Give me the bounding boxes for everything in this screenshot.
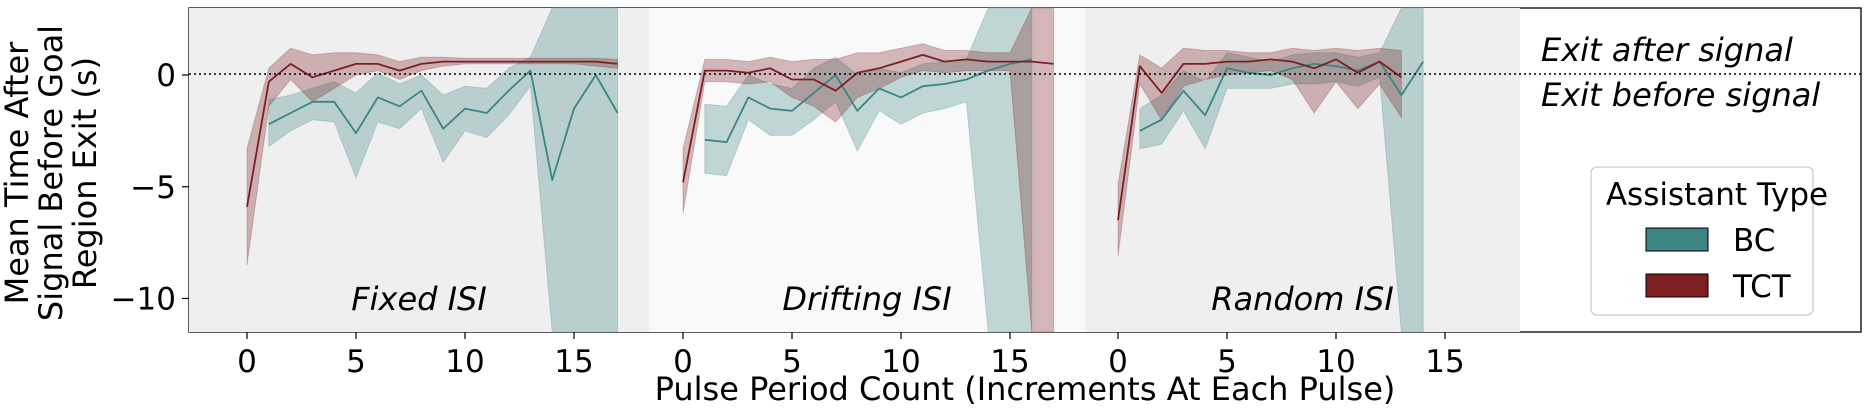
confidence-band-bc <box>1139 7 1424 333</box>
x-tick-label: 0 <box>673 344 693 380</box>
series-line-tct <box>246 60 618 208</box>
x-tick-label: 10 <box>1316 344 1355 380</box>
x-tick-label: 10 <box>881 344 920 380</box>
panel-background <box>1085 8 1520 332</box>
y-axis-ticks: 0 −5 −10 <box>111 58 189 317</box>
y-tick-label: −10 <box>111 281 176 317</box>
panel-label: Drifting ISI <box>782 280 951 318</box>
series-line-bc <box>704 58 1032 144</box>
x-tick-label: 0 <box>237 344 257 380</box>
confidence-band-bc <box>268 7 619 333</box>
legend-swatch-bc <box>1645 227 1709 252</box>
x-tick-label: 15 <box>554 344 593 380</box>
legend-label-bc: BC <box>1733 223 1775 259</box>
x-tick-label: 0 <box>1108 344 1128 380</box>
x-tick-label: 15 <box>1425 344 1464 380</box>
y-axis-label-line-1: Mean Time After <box>0 41 36 305</box>
panel-label: Random ISI <box>1211 280 1394 318</box>
confidence-band-tct <box>682 7 1055 333</box>
confidence-band-tct <box>1117 47 1402 257</box>
legend-swatch-tct <box>1645 273 1709 298</box>
panel-backgrounds <box>189 8 1520 332</box>
y-tick-label: −5 <box>130 170 176 206</box>
confidence-band-bc <box>704 7 1033 333</box>
legend-label-tct: TCT <box>1732 269 1792 305</box>
annotation-above: Exit after signal <box>1541 31 1793 69</box>
legend-title: Assistant Type <box>1606 177 1828 213</box>
series-line-bc <box>268 69 619 182</box>
x-axis-ticks: 0 5 10 15 0 5 10 15 0 5 10 15 <box>237 332 1465 380</box>
x-tick-label: 15 <box>990 344 1029 380</box>
series-line-tct <box>1117 58 1402 221</box>
y-axis-label-line-3: Region Exit (s) <box>66 57 104 289</box>
x-tick-label: 5 <box>782 344 802 380</box>
x-axis-label: Pulse Period Count (Increments At Each P… <box>655 370 1396 408</box>
annotation-below: Exit before signal <box>1541 76 1820 114</box>
x-tick-label: 5 <box>1217 344 1237 380</box>
panel-label: Fixed ISI <box>351 280 487 318</box>
series-lines <box>246 54 1424 221</box>
panel-labels: Fixed ISI Drifting ISI Random ISI <box>351 280 1394 318</box>
series-line-tct <box>682 54 1054 183</box>
y-tick-label: 0 <box>156 58 176 94</box>
legend: Assistant Type BC TCT <box>1590 166 1828 316</box>
y-axis-label-line-2: Signal Before Goal <box>32 25 70 321</box>
x-tick-label: 5 <box>346 344 366 380</box>
x-tick-label: 10 <box>445 344 484 380</box>
